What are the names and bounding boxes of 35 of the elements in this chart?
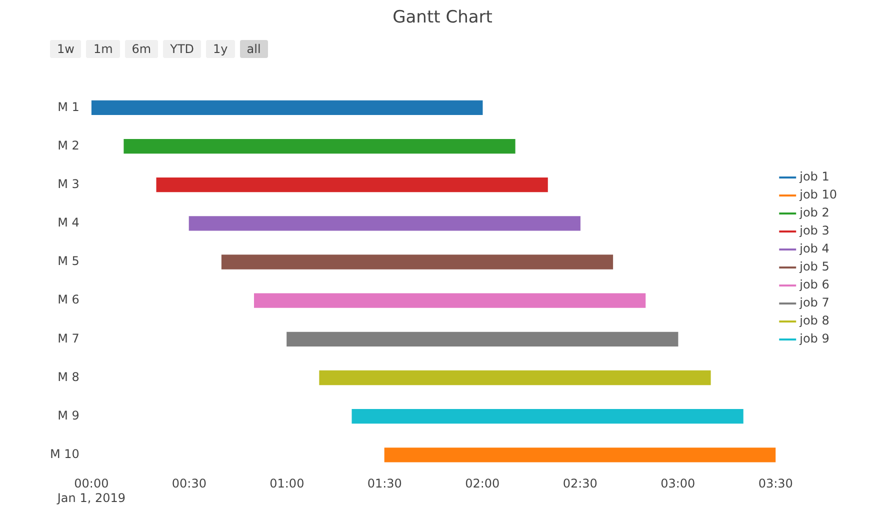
range-button: 1y (206, 40, 235, 58)
y-tick-label: M 9 (58, 408, 80, 422)
x-tick-label: 00:00 Jan 1, 2019 (56, 476, 126, 505)
x-tick-label: 01:00 (270, 476, 304, 491)
range-button: YTD (163, 40, 202, 58)
legend-label: job 7 (798, 296, 830, 310)
legend-label: job 3 (798, 224, 830, 238)
legend-label: job 9 (798, 332, 830, 346)
y-tick-label: M 6 (58, 292, 80, 307)
x-tick-label: 03:00 (660, 476, 696, 491)
range-button: 1m (86, 40, 120, 58)
legend-label: job 4 (798, 242, 830, 256)
x-tick-label: 02:00 (465, 476, 500, 491)
legend-label: job 5 (798, 260, 830, 274)
x-tick-label: 00:30 (172, 476, 206, 491)
chart-title: Gantt Chart (392, 8, 493, 28)
legend-label: job 6 (798, 278, 830, 292)
legend-label: job 10 (798, 188, 838, 202)
y-tick-label: M 5 (58, 254, 80, 268)
legend-label: job 8 (798, 314, 830, 328)
range-button: 1w (50, 40, 82, 58)
y-tick-label: M 2 (58, 138, 80, 152)
legend-label: job 1 (798, 170, 830, 184)
x-tick-label: 02:30 (562, 476, 598, 491)
x-tick-label: 01:30 (367, 476, 402, 491)
y-tick-label: M 3 (58, 176, 80, 191)
legend-label: job 2 (798, 206, 830, 220)
range-button: all (240, 40, 268, 58)
y-tick-label: M 1 (58, 100, 80, 114)
y-tick-label: M 4 (58, 216, 80, 230)
y-tick-label: M 10 (50, 447, 80, 462)
range-button: 6m (124, 40, 158, 58)
y-tick-label: M 8 (58, 370, 80, 384)
x-tick-label: 03:30 (758, 476, 793, 491)
y-tick-label: M 7 (58, 331, 80, 346)
